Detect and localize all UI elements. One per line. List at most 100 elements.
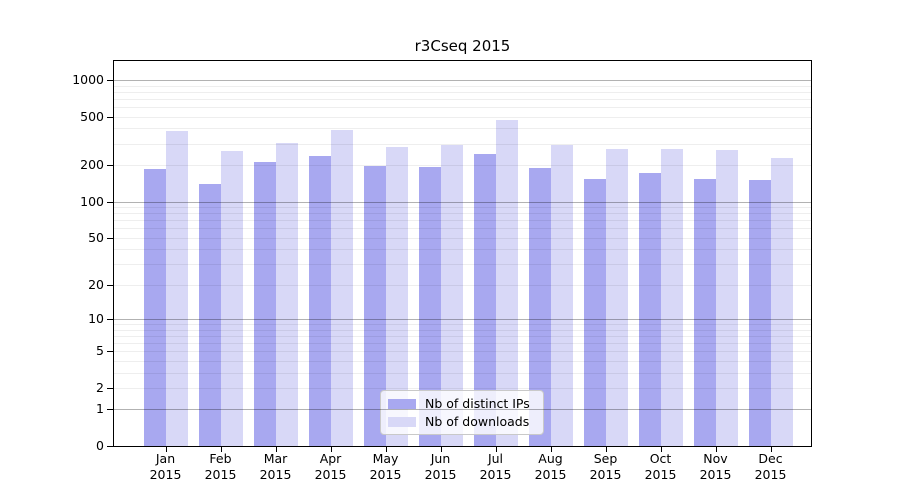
y-axis-tick [107,284,113,286]
bar-distinct-ips [473,153,496,446]
y-axis-tick-label: 200 [80,157,104,172]
bar-downloads [385,146,408,446]
grid-line-major [114,201,811,203]
y-axis-tick [107,237,113,239]
bar-distinct-ips [363,165,386,446]
y-axis-tick [107,79,113,81]
bar-downloads [660,148,683,446]
x-axis-tick-label: May 2015 [356,451,416,483]
legend-label-distinct-ips: Nb of distinct IPs [425,396,530,411]
y-axis-tick [107,116,113,118]
x-axis-tick-label: Dec 2015 [741,451,801,483]
grid-line-major [114,79,811,81]
x-axis-tick [385,447,387,452]
bar-distinct-ips [418,167,441,446]
grid-line-minor [114,342,811,344]
x-axis-tick-label: Mar 2015 [246,451,306,483]
x-axis-tick-label: Feb 2015 [191,451,251,483]
grid-line-minor [114,360,811,362]
chart-title: r3Cseq 2015 [414,37,511,55]
bar-distinct-ips [638,172,661,446]
bar-downloads [220,151,243,446]
x-axis-tick [770,447,772,452]
y-axis-tick [107,165,113,166]
x-tick-year: 2015 [479,467,512,482]
grid-line-minor [114,207,811,208]
bar-distinct-ips [198,183,221,446]
grid-line-minor [114,372,811,374]
y-axis-tick-label: 50 [88,229,104,245]
y-axis-tick-label: 0 [96,438,104,453]
x-tick-month: Jun [430,451,451,466]
x-tick-year: 2015 [754,467,787,482]
x-axis-tick [605,447,607,452]
grid-line-minor [114,143,811,145]
y-axis-tick [107,319,113,320]
x-tick-month: Sep [593,451,618,466]
bar-distinct-ips [143,169,166,446]
x-tick-year: 2015 [589,467,622,482]
x-axis-tick-label: Aug 2015 [521,451,581,483]
x-axis-tick-label: Jan 2015 [136,451,196,483]
x-tick-month: Jul [487,451,504,466]
x-tick-year: 2015 [149,467,182,482]
bar-downloads [440,144,463,446]
legend-swatch-downloads [388,416,416,427]
grid-line-minor [114,220,811,222]
grid-line-minor [114,116,811,118]
bar-downloads [715,150,738,446]
grid-line-minor [114,324,811,325]
y-axis-tick-label: 1000 [72,71,104,87]
y-axis-tick-label: 10 [88,311,104,326]
x-axis-tick-label: Apr 2015 [301,451,361,483]
legend-entry-distinct-ips: Nb of distinct IPs [388,396,544,411]
x-axis-tick [165,447,167,452]
x-tick-year: 2015 [369,467,402,482]
x-axis-tick-label: Jul 2015 [466,451,526,483]
x-tick-year: 2015 [314,467,347,482]
x-tick-month: Aug [538,451,563,466]
y-axis-tick-label: 100 [80,193,104,209]
x-tick-month: Mar [263,451,288,466]
x-axis-tick-label: Sep 2015 [576,451,636,483]
grid-line-minor [114,98,811,100]
x-axis-tick-label: Oct 2015 [631,451,691,483]
bar-downloads [605,149,628,446]
x-tick-year: 2015 [644,467,677,482]
bar-downloads [770,157,793,446]
x-axis-tick [715,447,717,452]
grid-line-minor [114,85,811,87]
bar-distinct-ips [308,155,331,446]
bar-downloads [495,120,518,446]
grid-line-minor [114,335,811,337]
x-tick-year: 2015 [534,467,567,482]
legend-swatch-distinct-ips [388,398,416,409]
grid-line-minor [114,329,811,331]
x-axis-tick-label: Jun 2015 [411,451,471,483]
y-axis-tick [107,409,113,411]
bar-distinct-ips [693,178,716,446]
y-axis-tick-label: 500 [80,108,104,124]
y-axis-tick-label: 20 [88,276,104,292]
x-tick-month: Jan [155,451,176,466]
y-axis-tick [107,387,113,389]
grid-line-minor [114,165,811,166]
x-tick-year: 2015 [699,467,732,482]
grid-line-major [114,319,811,320]
y-axis-tick [107,201,113,203]
y-axis-tick [107,351,113,353]
x-axis-tick [660,447,662,452]
x-tick-month: Apr [319,451,342,466]
x-axis-tick [440,447,442,452]
legend-label-downloads: Nb of downloads [425,414,530,429]
bar-downloads [330,130,353,446]
bar-distinct-ips [748,180,771,446]
y-axis-tick [107,446,113,447]
grid-line-minor [114,249,811,251]
x-tick-year: 2015 [259,467,292,482]
x-axis-tick [495,447,497,452]
x-axis-tick [220,447,222,452]
grid-line-major [114,409,811,411]
x-tick-month: Dec [758,451,783,466]
grid-line-minor [114,228,811,230]
